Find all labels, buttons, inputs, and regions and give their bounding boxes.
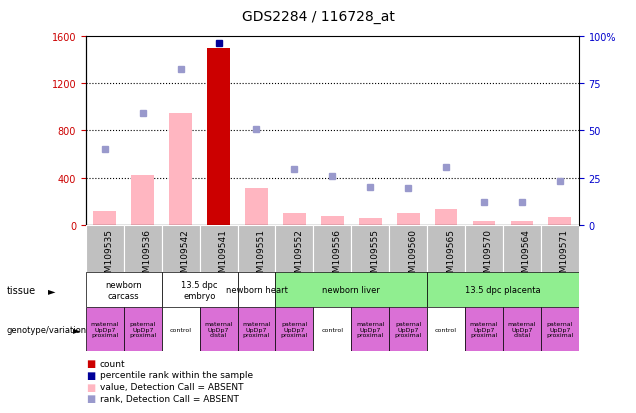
Bar: [389, 308, 427, 351]
Bar: [132, 176, 154, 225]
Bar: [473, 221, 495, 225]
Bar: [351, 308, 389, 351]
Text: GSM109560: GSM109560: [408, 229, 417, 284]
Text: GSM109570: GSM109570: [484, 229, 493, 284]
Bar: [434, 210, 457, 225]
Bar: [465, 308, 503, 351]
Bar: [275, 225, 314, 273]
Text: control: control: [170, 327, 191, 332]
Text: rank, Detection Call = ABSENT: rank, Detection Call = ABSENT: [100, 394, 238, 403]
Bar: [124, 225, 162, 273]
Bar: [389, 225, 427, 273]
Text: maternal
UpDp7
proximal: maternal UpDp7 proximal: [470, 321, 498, 338]
Text: GDS2284 / 116728_at: GDS2284 / 116728_at: [242, 10, 394, 24]
Text: GSM109536: GSM109536: [142, 229, 152, 284]
Bar: [314, 225, 351, 273]
Text: newborn
carcass: newborn carcass: [106, 280, 142, 300]
Text: maternal
UpDp7
distal: maternal UpDp7 distal: [508, 321, 536, 338]
Bar: [275, 273, 427, 308]
Text: control: control: [321, 327, 343, 332]
Text: GSM109552: GSM109552: [294, 229, 303, 284]
Bar: [200, 225, 237, 273]
Bar: [237, 225, 275, 273]
Bar: [351, 225, 389, 273]
Bar: [237, 308, 275, 351]
Bar: [200, 308, 237, 351]
Bar: [169, 114, 192, 225]
Bar: [397, 214, 420, 225]
Text: paternal
UpDp7
proximal: paternal UpDp7 proximal: [546, 321, 574, 338]
Bar: [359, 218, 382, 225]
Text: GSM109565: GSM109565: [446, 229, 455, 284]
Text: paternal
UpDp7
proximal: paternal UpDp7 proximal: [129, 321, 156, 338]
Bar: [541, 308, 579, 351]
Bar: [162, 308, 200, 351]
Text: newborn heart: newborn heart: [226, 286, 287, 294]
Text: paternal
UpDp7
proximal: paternal UpDp7 proximal: [280, 321, 308, 338]
Bar: [427, 225, 465, 273]
Bar: [86, 308, 124, 351]
Bar: [503, 308, 541, 351]
Text: ►: ►: [48, 285, 55, 295]
Bar: [93, 211, 116, 225]
Text: maternal
UpDp7
distal: maternal UpDp7 distal: [204, 321, 233, 338]
Bar: [86, 273, 162, 308]
Text: GSM109556: GSM109556: [333, 229, 342, 284]
Bar: [237, 273, 275, 308]
Bar: [245, 189, 268, 225]
Text: value, Detection Call = ABSENT: value, Detection Call = ABSENT: [100, 382, 244, 391]
Text: GSM109564: GSM109564: [522, 229, 531, 284]
Text: control: control: [435, 327, 457, 332]
Bar: [162, 225, 200, 273]
Bar: [275, 308, 314, 351]
Bar: [321, 217, 343, 225]
Bar: [124, 308, 162, 351]
Text: GSM109541: GSM109541: [219, 229, 228, 284]
Text: ■: ■: [86, 370, 95, 380]
Text: ■: ■: [86, 382, 95, 392]
Bar: [283, 214, 306, 225]
Text: ►: ►: [73, 324, 81, 335]
Text: paternal
UpDp7
proximal: paternal UpDp7 proximal: [394, 321, 422, 338]
Text: count: count: [100, 359, 125, 368]
Bar: [541, 225, 579, 273]
Bar: [511, 221, 533, 225]
Text: newborn liver: newborn liver: [322, 286, 380, 294]
Bar: [427, 273, 579, 308]
Text: 13.5 dpc placenta: 13.5 dpc placenta: [465, 286, 541, 294]
Bar: [314, 308, 351, 351]
Bar: [207, 49, 230, 225]
Text: maternal
UpDp7
proximal: maternal UpDp7 proximal: [356, 321, 385, 338]
Text: GSM109555: GSM109555: [370, 229, 379, 284]
Bar: [427, 308, 465, 351]
Text: GSM109542: GSM109542: [181, 229, 190, 283]
Text: percentile rank within the sample: percentile rank within the sample: [100, 370, 253, 380]
Text: ■: ■: [86, 358, 95, 368]
Bar: [503, 225, 541, 273]
Text: GSM109535: GSM109535: [105, 229, 114, 284]
Text: 13.5 dpc
embryo: 13.5 dpc embryo: [181, 280, 218, 300]
Text: ■: ■: [86, 393, 95, 403]
Text: maternal
UpDp7
proximal: maternal UpDp7 proximal: [90, 321, 119, 338]
Bar: [86, 225, 124, 273]
Bar: [548, 218, 571, 225]
Bar: [162, 273, 237, 308]
Bar: [465, 225, 503, 273]
Text: GSM109551: GSM109551: [256, 229, 265, 284]
Text: GSM109571: GSM109571: [560, 229, 569, 284]
Text: tissue: tissue: [6, 285, 36, 295]
Text: genotype/variation: genotype/variation: [6, 325, 86, 334]
Text: maternal
UpDp7
proximal: maternal UpDp7 proximal: [242, 321, 271, 338]
